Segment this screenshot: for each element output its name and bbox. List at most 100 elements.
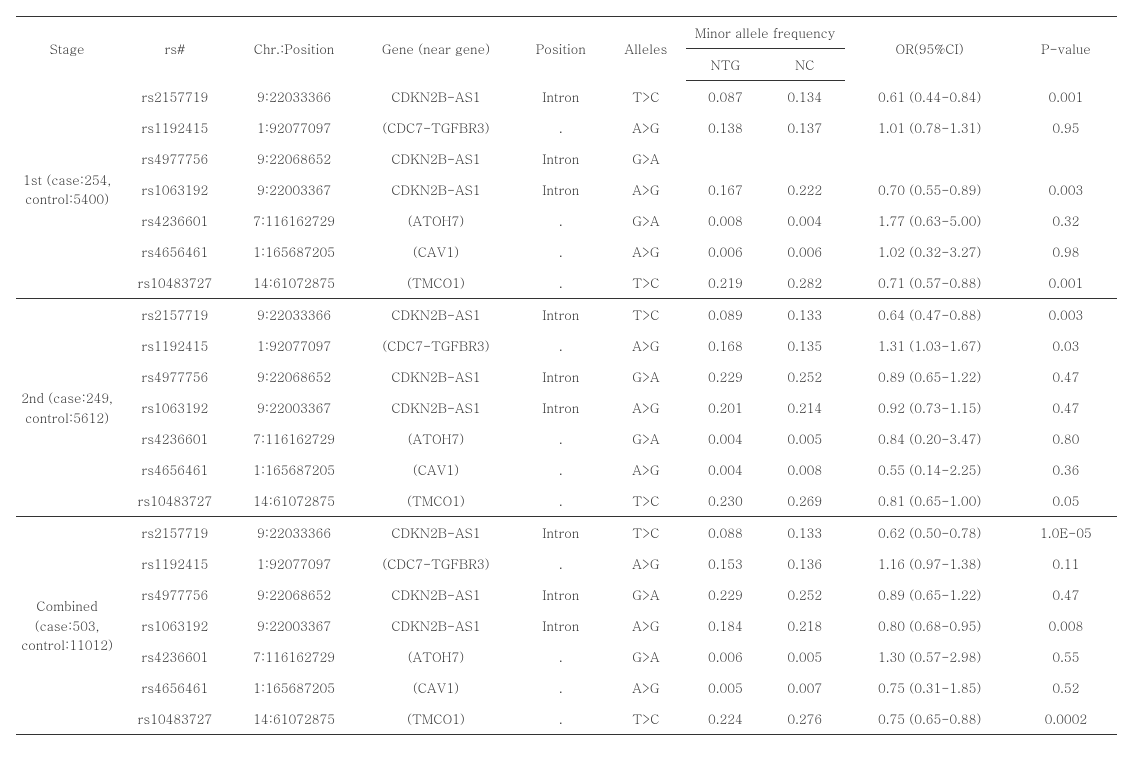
chr-cell: 9:22068652 [232, 361, 357, 392]
chr-cell: 9:22033366 [232, 299, 357, 331]
or-cell: 1.30 (0.57-2.98) [845, 641, 1015, 672]
rs-cell: rs1192415 [118, 330, 232, 361]
chr-cell: 1:92077097 [232, 112, 357, 143]
alleles-cell: A>G [606, 174, 685, 205]
gene-cell: (TMCO1) [357, 703, 516, 735]
maf-ntg-cell: 0.224 [686, 703, 765, 735]
maf-ntg-cell: 0.004 [686, 454, 765, 485]
gene-cell: CDKN2B-AS1 [357, 579, 516, 610]
chr-cell: 7:116162729 [232, 423, 357, 454]
or-cell: 0.62 (0.50-0.78) [845, 517, 1015, 549]
alleles-cell: T>C [606, 81, 685, 113]
rs-cell: rs2157719 [118, 299, 232, 331]
gene-cell: (TMCO1) [357, 267, 516, 299]
rs-cell: rs4977756 [118, 579, 232, 610]
maf-ntg-cell: 0.005 [686, 672, 765, 703]
gene-cell: CDKN2B-AS1 [357, 143, 516, 174]
table-row: Combined (case:503, control:11012)rs2157… [16, 517, 1117, 549]
hdr-maf-ntg: NTG [686, 49, 765, 81]
gene-cell: CDKN2B-AS1 [357, 610, 516, 641]
stage-cell: 1st (case:254, control:5400) [16, 81, 118, 299]
or-cell: 0.55 (0.14-2.25) [845, 454, 1015, 485]
chr-cell: 14:61072875 [232, 485, 357, 517]
alleles-cell: A>G [606, 454, 685, 485]
alleles-cell: T>C [606, 299, 685, 331]
alleles-cell: G>A [606, 641, 685, 672]
rs-cell: rs4977756 [118, 143, 232, 174]
maf-nc-cell: 0.135 [765, 330, 844, 361]
chr-cell: 9:22068652 [232, 579, 357, 610]
maf-nc-cell: 0.269 [765, 485, 844, 517]
chr-cell: 1:165687205 [232, 236, 357, 267]
position-cell: Intron [515, 392, 606, 423]
pvalue-cell: 0.03 [1015, 330, 1117, 361]
table-body: 1st (case:254, control:5400)rs21577199:2… [16, 81, 1117, 735]
alleles-cell: A>G [606, 610, 685, 641]
maf-ntg-cell: 0.184 [686, 610, 765, 641]
alleles-cell: G>A [606, 143, 685, 174]
position-cell: . [515, 641, 606, 672]
alleles-cell: A>G [606, 548, 685, 579]
maf-nc-cell: 0.007 [765, 672, 844, 703]
maf-nc-cell: 0.282 [765, 267, 844, 299]
pvalue-cell: 0.003 [1015, 299, 1117, 331]
gene-cell: (CDC7-TGFBR3) [357, 330, 516, 361]
pvalue-cell: 0.008 [1015, 610, 1117, 641]
table-row: 1st (case:254, control:5400)rs21577199:2… [16, 81, 1117, 113]
position-cell: . [515, 548, 606, 579]
chr-cell: 1:92077097 [232, 330, 357, 361]
hdr-gene: Gene (near gene) [357, 17, 516, 81]
gene-cell: CDKN2B-AS1 [357, 81, 516, 113]
hdr-rs: rs# [118, 17, 232, 81]
or-cell: 0.89 (0.65-1.22) [845, 579, 1015, 610]
or-cell: 0.64 (0.47-0.88) [845, 299, 1015, 331]
hdr-pvalue: P-value [1015, 17, 1117, 81]
pvalue-cell: 0.55 [1015, 641, 1117, 672]
pvalue-cell: 0.0002 [1015, 703, 1117, 735]
chr-cell: 14:61072875 [232, 267, 357, 299]
position-cell: Intron [515, 361, 606, 392]
rs-cell: rs4656461 [118, 236, 232, 267]
maf-ntg-cell: 0.167 [686, 174, 765, 205]
table-row: rs42366017:116162729(ATOH7).G>A0.0040.00… [16, 423, 1117, 454]
rs-cell: rs1063192 [118, 610, 232, 641]
table-row: 2nd (case:249, control:5612)rs21577199:2… [16, 299, 1117, 331]
table-row: rs11924151:92077097(CDC7-TGFBR3).A>G0.15… [16, 548, 1117, 579]
gene-cell: (CDC7-TGFBR3) [357, 548, 516, 579]
position-cell: . [515, 205, 606, 236]
maf-nc-cell: 0.004 [765, 205, 844, 236]
maf-nc-cell: 0.134 [765, 81, 844, 113]
gene-cell: (CDC7-TGFBR3) [357, 112, 516, 143]
chr-cell: 7:116162729 [232, 205, 357, 236]
hdr-or: OR(95%CI) [845, 17, 1015, 81]
maf-ntg-cell: 0.006 [686, 236, 765, 267]
table-row: rs1048372714:61072875(TMCO1).T>C0.2190.2… [16, 267, 1117, 299]
or-cell: 0.75 (0.65-0.88) [845, 703, 1015, 735]
maf-ntg-cell: 0.229 [686, 579, 765, 610]
pvalue-cell: 0.001 [1015, 267, 1117, 299]
gene-cell: CDKN2B-AS1 [357, 392, 516, 423]
chr-cell: 9:22003367 [232, 392, 357, 423]
table-row: rs42366017:116162729(ATOH7).G>A0.0060.00… [16, 641, 1117, 672]
chr-cell: 9:22003367 [232, 174, 357, 205]
position-cell: . [515, 485, 606, 517]
table-row: rs10631929:22003367CDKN2B-AS1IntronA>G0.… [16, 174, 1117, 205]
pvalue-cell: 0.52 [1015, 672, 1117, 703]
position-cell: Intron [515, 174, 606, 205]
table-row: rs11924151:92077097(CDC7-TGFBR3).A>G0.16… [16, 330, 1117, 361]
position-cell: . [515, 267, 606, 299]
or-cell: 1.02 (0.32-3.27) [845, 236, 1015, 267]
or-cell: 1.16 (0.97-1.38) [845, 548, 1015, 579]
maf-nc-cell: 0.006 [765, 236, 844, 267]
pvalue-cell: 0.05 [1015, 485, 1117, 517]
alleles-cell: A>G [606, 672, 685, 703]
alleles-cell: A>G [606, 392, 685, 423]
gene-cell: (CAV1) [357, 236, 516, 267]
hdr-chr: Chr.:Position [232, 17, 357, 81]
position-cell: . [515, 703, 606, 735]
maf-nc-cell: 0.252 [765, 579, 844, 610]
maf-nc-cell: 0.276 [765, 703, 844, 735]
chr-cell: 9:22068652 [232, 143, 357, 174]
hdr-maf: Minor allele frequency [686, 17, 845, 49]
maf-nc-cell: 0.252 [765, 361, 844, 392]
